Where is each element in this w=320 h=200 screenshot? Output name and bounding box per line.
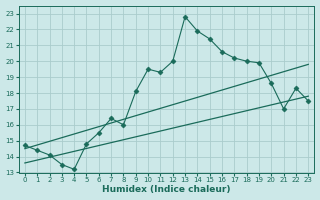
X-axis label: Humidex (Indice chaleur): Humidex (Indice chaleur) <box>102 185 231 194</box>
